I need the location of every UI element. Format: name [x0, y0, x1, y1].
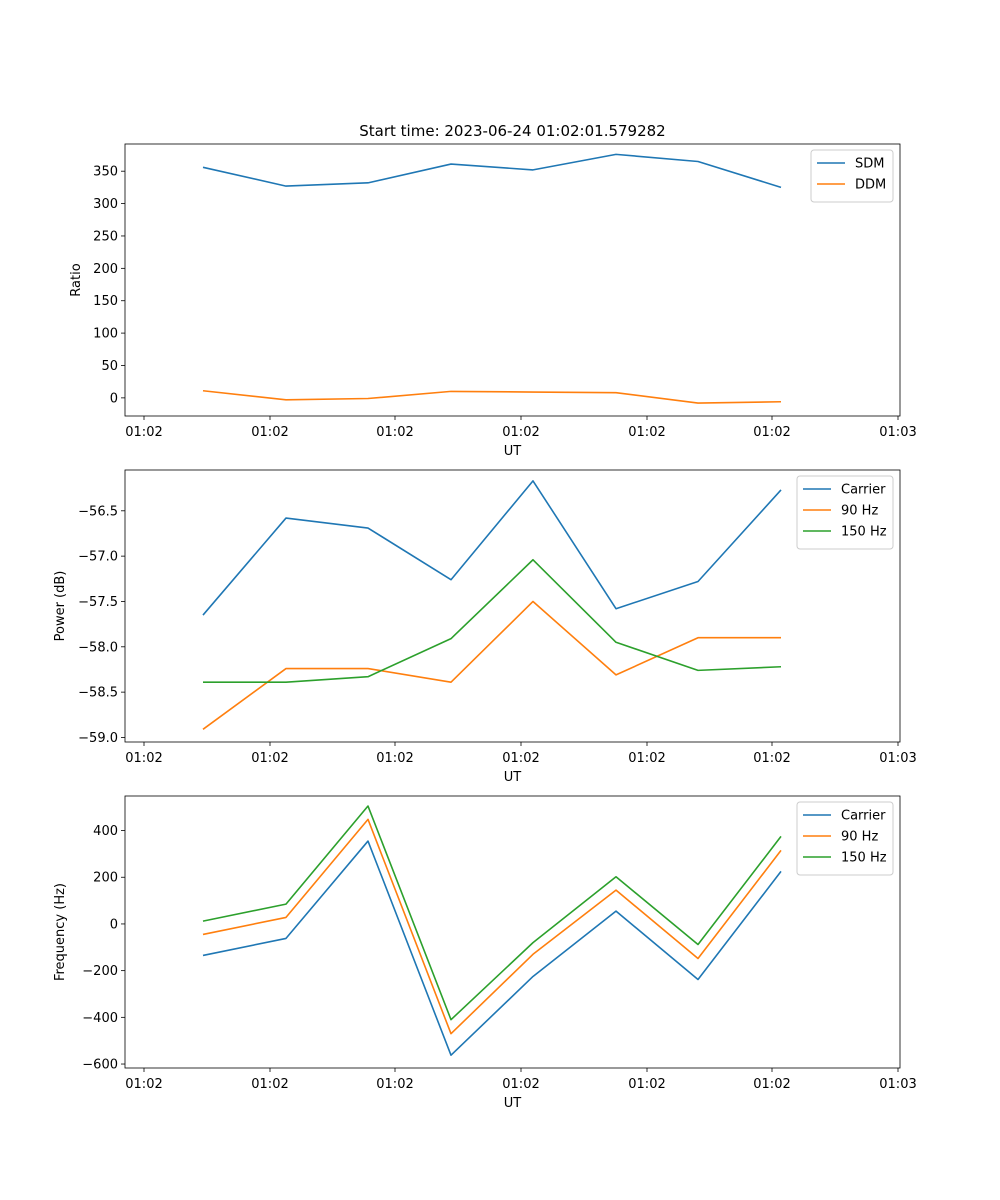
x-tick-label: 01:02	[125, 425, 162, 440]
series-line-150-hz	[203, 558, 782, 683]
x-tick-label: 01:02	[251, 1077, 288, 1092]
x-axis-label: UT	[504, 1096, 522, 1111]
legend: SDM DDM	[810, 149, 894, 203]
y-tick-label: −58.5	[78, 686, 118, 701]
y-tick-label: −56.5	[78, 504, 118, 519]
legend-entry: Carrier	[841, 483, 886, 498]
series-line-carrier	[202, 480, 782, 616]
x-tick-label: 01:02	[628, 1077, 665, 1092]
series-line-carrier	[202, 840, 782, 1056]
x-tick-label: 01:02	[628, 751, 665, 766]
y-tick-label: 0	[110, 917, 118, 932]
figure-title: Start time: 2023-06-24 01:02:01.579282	[359, 122, 665, 140]
chart-panel-2: 01:02 01:02 01:02 01:02 01:02 01:02 01:03 −59.0…	[53, 469, 917, 785]
chart-panel-1: 01:02 01:02 01:02 01:02 01:02 01:02 01:03 0 50 10…	[69, 143, 917, 459]
legend-entry: SDM	[855, 157, 884, 172]
plot-frame	[124, 795, 901, 1069]
y-tick-label: −400	[82, 1011, 118, 1026]
x-tick-label: 01:02	[502, 751, 539, 766]
x-tick-label: 01:02	[251, 751, 288, 766]
y-tick-label: −600	[82, 1058, 118, 1073]
x-tick-label: 01:02	[502, 1077, 539, 1092]
x-tick-label: 01:03	[879, 751, 916, 766]
x-axis-label: UT	[504, 444, 522, 459]
legend-entry: 90 Hz	[841, 830, 878, 845]
x-tick-label: 01:02	[125, 1077, 162, 1092]
y-tick-label: 50	[101, 359, 118, 374]
series-line-sdm	[202, 153, 782, 189]
y-tick-label: −57.5	[78, 595, 118, 610]
legend: Carrier 90 Hz 150 Hz	[796, 801, 894, 876]
x-tick-label: 01:02	[753, 751, 790, 766]
chart-panel-3: 01:02 01:02 01:02 01:02 01:02 01:02 01:03 −600 −…	[53, 795, 917, 1111]
x-tick-label: 01:02	[502, 425, 539, 440]
legend-entry: Carrier	[841, 809, 886, 824]
x-tick-label: 01:02	[628, 425, 665, 440]
legend-entry: 150 Hz	[841, 525, 887, 540]
y-tick-label: −57.0	[78, 550, 118, 565]
y-tick-label: 400	[93, 824, 118, 839]
x-tick-label: 01:02	[376, 751, 413, 766]
x-tick-label: 01:02	[125, 751, 162, 766]
y-tick-label: −58.0	[78, 640, 118, 655]
x-tick-label: 01:03	[879, 1077, 916, 1092]
x-tick-label: 01:03	[879, 425, 916, 440]
x-tick-label: 01:02	[376, 425, 413, 440]
y-tick-label: 150	[93, 294, 118, 309]
series-line-150-hz	[202, 805, 782, 1021]
legend: Carrier 90 Hz 150 Hz	[796, 475, 894, 550]
series-line-90-hz	[202, 818, 782, 1035]
y-axis-label: Ratio	[69, 263, 84, 296]
y-axis-label: Power (dB)	[53, 571, 68, 642]
y-tick-label: 0	[110, 391, 118, 406]
legend-entry: 150 Hz	[841, 851, 887, 866]
y-tick-label: 100	[93, 327, 118, 342]
x-tick-label: 01:02	[251, 425, 288, 440]
y-tick-label: 350	[93, 165, 118, 180]
legend-entry: DDM	[855, 178, 886, 193]
series-line-ddm	[202, 389, 782, 404]
plot-frame	[124, 469, 901, 743]
y-tick-label: 300	[93, 197, 118, 212]
y-tick-label: 200	[93, 871, 118, 886]
x-tick-label: 01:02	[376, 1077, 413, 1092]
x-tick-label: 01:02	[753, 425, 790, 440]
y-axis-label: Frequency (Hz)	[53, 883, 68, 981]
y-tick-label: −59.0	[78, 731, 118, 746]
x-tick-label: 01:02	[753, 1077, 790, 1092]
y-tick-label: 250	[93, 229, 118, 244]
series-line-90-hz	[202, 600, 781, 730]
y-tick-label: −200	[82, 964, 118, 979]
plot-frame	[124, 143, 901, 417]
y-tick-label: 200	[93, 262, 118, 277]
legend-entry: 90 Hz	[841, 504, 878, 519]
x-axis-label: UT	[504, 770, 522, 785]
